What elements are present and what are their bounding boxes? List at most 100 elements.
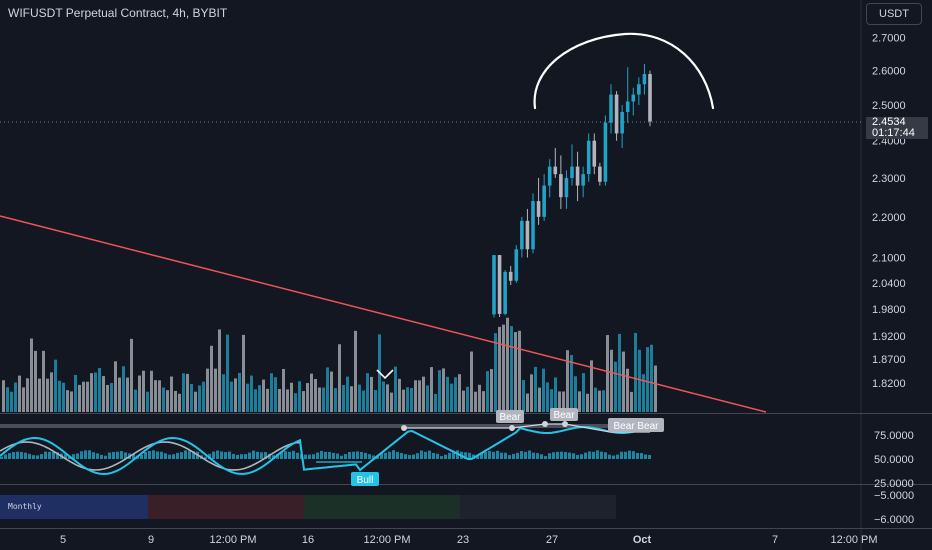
osc-bar (152, 450, 155, 459)
osc-bar (444, 454, 447, 459)
volume-bar (310, 373, 313, 412)
volume-bar (290, 382, 293, 412)
volume-bar (174, 390, 177, 412)
volume-bar (50, 372, 53, 412)
volume-bar (410, 387, 413, 412)
volume-bar (590, 360, 593, 412)
volume-bar (426, 385, 429, 412)
volume-bar (118, 377, 121, 412)
candle-body (559, 174, 563, 198)
volume-bar (366, 373, 369, 412)
volume-bar (54, 359, 57, 412)
volume-bar (46, 378, 49, 412)
volume-bar (502, 324, 505, 412)
monthly-pane: Monthly −5.0000 −6.0000 (0, 490, 914, 526)
osc-bar (612, 455, 615, 459)
time-axis[interactable]: 5 9 12:00 PM 16 12:00 PM 23 27 Oct 7 12:… (60, 534, 878, 546)
osc-bar (400, 452, 403, 459)
volume-bar (514, 332, 517, 412)
descending-trendline[interactable] (0, 215, 767, 413)
price-tick: 1.8200 (872, 378, 906, 390)
osc-bar (380, 453, 383, 459)
bull-label: Bull (357, 475, 374, 486)
candle-body (614, 94, 619, 134)
volume-bar (346, 376, 349, 412)
volume-bar (270, 373, 273, 412)
osc-bar (592, 451, 595, 459)
volume-bar (342, 385, 345, 412)
osc-bar (124, 452, 127, 459)
osc-bar (92, 452, 95, 459)
osc-bar (344, 454, 347, 459)
osc-bar (512, 453, 515, 459)
osc-point (509, 425, 515, 431)
volume-bar (430, 367, 433, 412)
symbol-title[interactable]: WIFUSDT Perpetual Contract, 4h, BYBIT (8, 6, 228, 20)
volume-bar (178, 393, 181, 412)
volume-bar (106, 384, 109, 412)
osc-bar (244, 454, 247, 459)
time-tick: 7 (772, 534, 778, 546)
volume-bar (462, 390, 465, 412)
osc-bar (564, 451, 567, 459)
volume-bar (374, 390, 377, 412)
volume-bar (134, 389, 137, 412)
bear-bear-label: Bear Bear (613, 421, 659, 432)
hand-drawn-arc[interactable] (533, 32, 715, 110)
osc-bar (632, 451, 635, 459)
volume-bar (610, 349, 613, 412)
volume-bar (250, 375, 253, 412)
osc-bar (520, 450, 523, 459)
candle-body (648, 74, 652, 122)
volume-bar (322, 387, 325, 412)
volume-bar (190, 383, 193, 412)
volume-bar (210, 345, 213, 412)
osc-bar (84, 450, 87, 459)
osc-bar (392, 450, 395, 459)
time-tick: 12:00 PM (363, 534, 410, 546)
oscillator-band (0, 424, 650, 428)
volume-bar (126, 377, 129, 412)
osc-bar (56, 452, 59, 459)
osc-bar (560, 451, 563, 459)
candle-body (497, 255, 502, 314)
volume-bar (258, 385, 261, 412)
osc-bar (148, 451, 151, 459)
osc-bar (372, 455, 375, 459)
volume-bar (42, 350, 45, 412)
lower-tick-1: −5.0000 (874, 490, 914, 502)
volume-bar (454, 377, 457, 412)
volume-bar (18, 375, 21, 412)
volume-bar (470, 351, 473, 412)
osc-bar (160, 451, 163, 459)
volume-bar (518, 330, 521, 412)
volume-bar (282, 368, 285, 412)
volume-bar (350, 386, 353, 412)
time-tick: 16 (302, 534, 314, 546)
osc-bar (536, 453, 539, 459)
candle-body (508, 271, 513, 281)
volume-bar (334, 388, 337, 412)
osc-bar (236, 454, 239, 459)
volume-bar (222, 374, 225, 412)
volume-bar (22, 387, 25, 412)
osc-bar (580, 454, 583, 459)
volume-bar (262, 379, 265, 412)
volume-bar (422, 376, 425, 412)
volume-bar (150, 370, 153, 412)
time-tick: 12:00 PM (209, 534, 256, 546)
volume-bar (158, 380, 161, 412)
volume-bar (526, 393, 529, 412)
osc-bar (28, 453, 31, 459)
monthly-label: Monthly (8, 502, 42, 511)
volume-bar (538, 387, 541, 412)
currency-button[interactable]: USDT (866, 3, 922, 25)
osc-bar (308, 454, 311, 459)
osc-bar (352, 451, 355, 459)
candle-body (575, 166, 580, 186)
osc-bar (220, 451, 223, 459)
price-axis[interactable]: 2.70002.60002.50002.40002.30002.20002.10… (872, 33, 906, 390)
volume-bar (166, 390, 169, 412)
volume-bar (358, 384, 361, 412)
